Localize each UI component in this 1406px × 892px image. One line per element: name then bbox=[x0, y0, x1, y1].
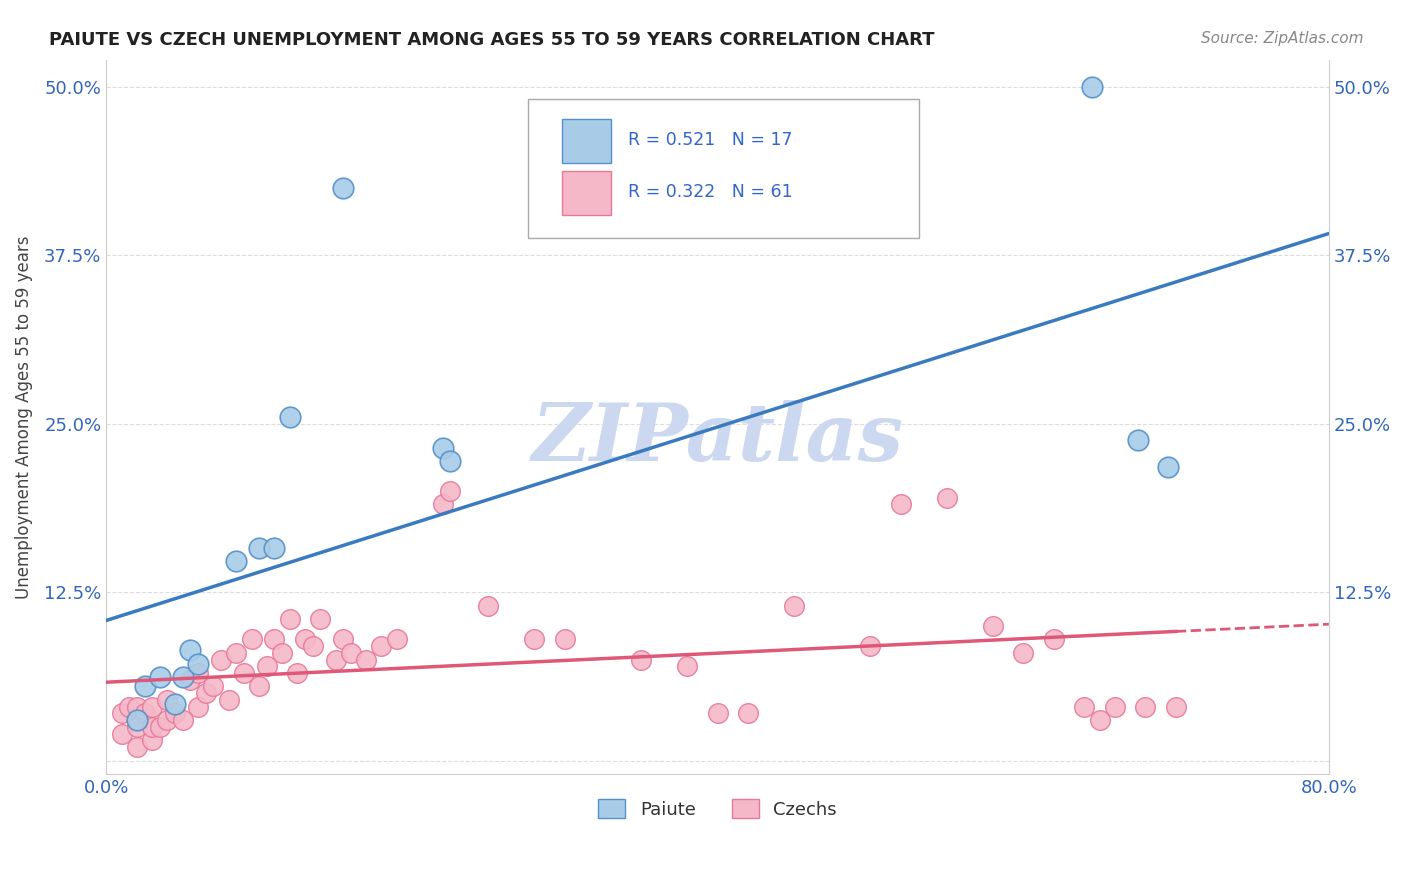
Point bbox=[1012, 646, 1035, 660]
Point bbox=[432, 441, 454, 455]
Point bbox=[172, 713, 194, 727]
Point bbox=[285, 666, 308, 681]
Point bbox=[225, 646, 247, 660]
Y-axis label: Unemployment Among Ages 55 to 59 years: Unemployment Among Ages 55 to 59 years bbox=[15, 235, 32, 599]
Point bbox=[263, 632, 285, 647]
Point bbox=[141, 720, 163, 734]
Point bbox=[332, 632, 354, 647]
Text: PAIUTE VS CZECH UNEMPLOYMENT AMONG AGES 55 TO 59 YEARS CORRELATION CHART: PAIUTE VS CZECH UNEMPLOYMENT AMONG AGES … bbox=[49, 31, 935, 49]
Point bbox=[111, 706, 134, 721]
Point bbox=[385, 632, 408, 647]
Point bbox=[179, 673, 201, 687]
Point bbox=[477, 599, 499, 613]
Point bbox=[134, 680, 156, 694]
Point bbox=[278, 409, 301, 424]
Point bbox=[125, 740, 148, 755]
Point bbox=[187, 657, 209, 671]
Point bbox=[1104, 699, 1126, 714]
Point bbox=[1088, 713, 1111, 727]
Point bbox=[149, 720, 172, 734]
Point bbox=[325, 652, 347, 666]
Point bbox=[370, 639, 392, 653]
Point bbox=[737, 706, 759, 721]
Point bbox=[179, 643, 201, 657]
Point bbox=[432, 498, 454, 512]
Point bbox=[332, 180, 354, 194]
Point bbox=[859, 639, 882, 653]
Point bbox=[271, 646, 294, 660]
Text: R = 0.322   N = 61: R = 0.322 N = 61 bbox=[628, 183, 793, 201]
Point bbox=[111, 727, 134, 741]
Point bbox=[1157, 459, 1180, 474]
Point bbox=[630, 652, 652, 666]
Point bbox=[354, 652, 377, 666]
Point bbox=[165, 706, 187, 721]
Point bbox=[301, 639, 323, 653]
Point bbox=[439, 483, 461, 498]
Point bbox=[156, 713, 179, 727]
Point bbox=[1081, 79, 1104, 94]
Point bbox=[263, 541, 285, 555]
Point bbox=[340, 646, 363, 660]
Point bbox=[187, 699, 209, 714]
Point bbox=[1073, 699, 1095, 714]
Point bbox=[209, 652, 232, 666]
Point bbox=[125, 720, 148, 734]
Point bbox=[1135, 699, 1157, 714]
Point bbox=[141, 733, 163, 747]
Bar bbox=[562, 119, 612, 163]
Point bbox=[134, 706, 156, 721]
Point bbox=[1042, 632, 1064, 647]
Bar bbox=[562, 171, 612, 215]
Text: R = 0.521   N = 17: R = 0.521 N = 17 bbox=[628, 130, 793, 149]
Text: ZIPatlas: ZIPatlas bbox=[531, 400, 904, 477]
Legend: Paiute, Czechs: Paiute, Czechs bbox=[591, 792, 844, 826]
Point bbox=[156, 693, 179, 707]
Point bbox=[232, 666, 254, 681]
Point bbox=[676, 659, 699, 673]
Point bbox=[247, 541, 270, 555]
Point bbox=[247, 680, 270, 694]
Text: Source: ZipAtlas.com: Source: ZipAtlas.com bbox=[1201, 31, 1364, 46]
Point bbox=[165, 697, 187, 711]
Point bbox=[278, 612, 301, 626]
Point bbox=[149, 670, 172, 684]
Point bbox=[240, 632, 263, 647]
Point bbox=[172, 670, 194, 684]
Point bbox=[125, 699, 148, 714]
Point bbox=[118, 699, 141, 714]
Point bbox=[1164, 699, 1187, 714]
Point bbox=[125, 713, 148, 727]
Point bbox=[294, 632, 316, 647]
Point bbox=[309, 612, 332, 626]
Point bbox=[218, 693, 240, 707]
Point bbox=[1126, 433, 1149, 447]
Point bbox=[554, 632, 576, 647]
Point bbox=[194, 686, 217, 700]
Point bbox=[439, 454, 461, 468]
Point bbox=[141, 699, 163, 714]
Point bbox=[783, 599, 806, 613]
Point bbox=[202, 680, 225, 694]
Point bbox=[981, 619, 1004, 633]
Point bbox=[890, 498, 912, 512]
Point bbox=[523, 632, 546, 647]
Point bbox=[256, 659, 278, 673]
FancyBboxPatch shape bbox=[529, 99, 920, 238]
Point bbox=[706, 706, 728, 721]
Point bbox=[935, 491, 957, 505]
Point bbox=[225, 554, 247, 568]
Point bbox=[187, 666, 209, 681]
